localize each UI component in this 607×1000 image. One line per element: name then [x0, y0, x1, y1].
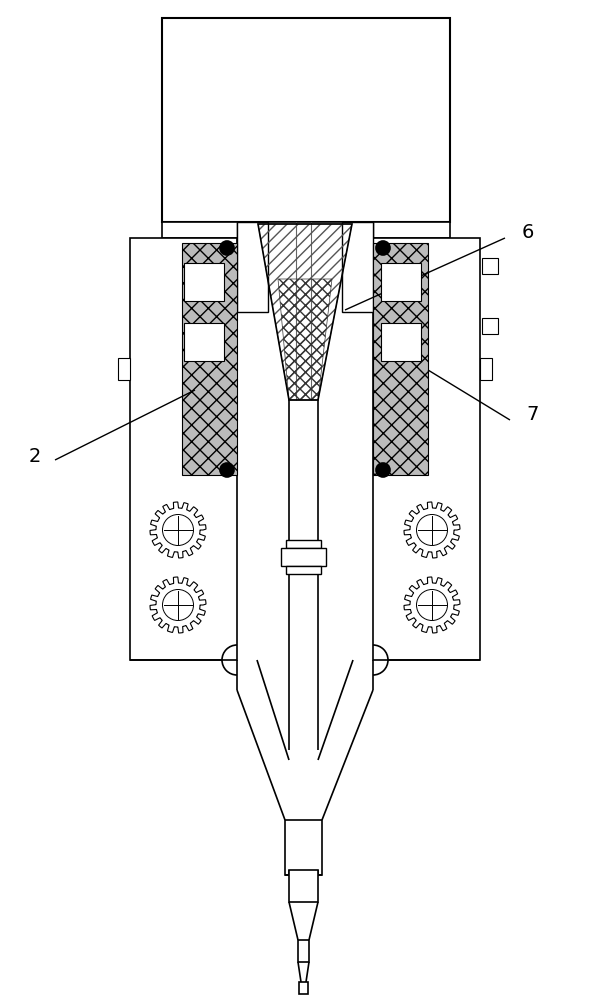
- Circle shape: [220, 241, 234, 255]
- Bar: [480, 358, 492, 380]
- Bar: [184, 323, 224, 361]
- Circle shape: [163, 589, 194, 620]
- Circle shape: [163, 514, 194, 546]
- Bar: [286, 566, 321, 574]
- Text: 2: 2: [29, 448, 41, 466]
- Circle shape: [220, 463, 234, 477]
- Text: 6: 6: [522, 223, 534, 241]
- Bar: [286, 540, 321, 548]
- Bar: [381, 263, 421, 301]
- Bar: [482, 258, 498, 274]
- Bar: [285, 820, 322, 875]
- Circle shape: [416, 514, 447, 546]
- Bar: [373, 238, 480, 660]
- Bar: [342, 222, 373, 312]
- Polygon shape: [404, 502, 460, 558]
- Bar: [118, 358, 130, 380]
- Circle shape: [416, 589, 447, 620]
- Text: 7: 7: [527, 406, 539, 424]
- Circle shape: [376, 463, 390, 477]
- Bar: [281, 548, 326, 566]
- Bar: [162, 18, 450, 222]
- Bar: [289, 870, 318, 902]
- Bar: [237, 222, 268, 312]
- Polygon shape: [404, 577, 460, 633]
- Bar: [184, 263, 224, 301]
- Polygon shape: [258, 224, 352, 400]
- Bar: [299, 982, 308, 994]
- Circle shape: [376, 241, 390, 255]
- Polygon shape: [150, 502, 206, 558]
- Bar: [482, 318, 498, 334]
- Bar: [373, 243, 428, 475]
- Bar: [381, 323, 421, 361]
- Bar: [162, 222, 450, 238]
- Polygon shape: [150, 577, 206, 633]
- Bar: [298, 940, 309, 962]
- Bar: [182, 243, 237, 475]
- Bar: [130, 238, 237, 660]
